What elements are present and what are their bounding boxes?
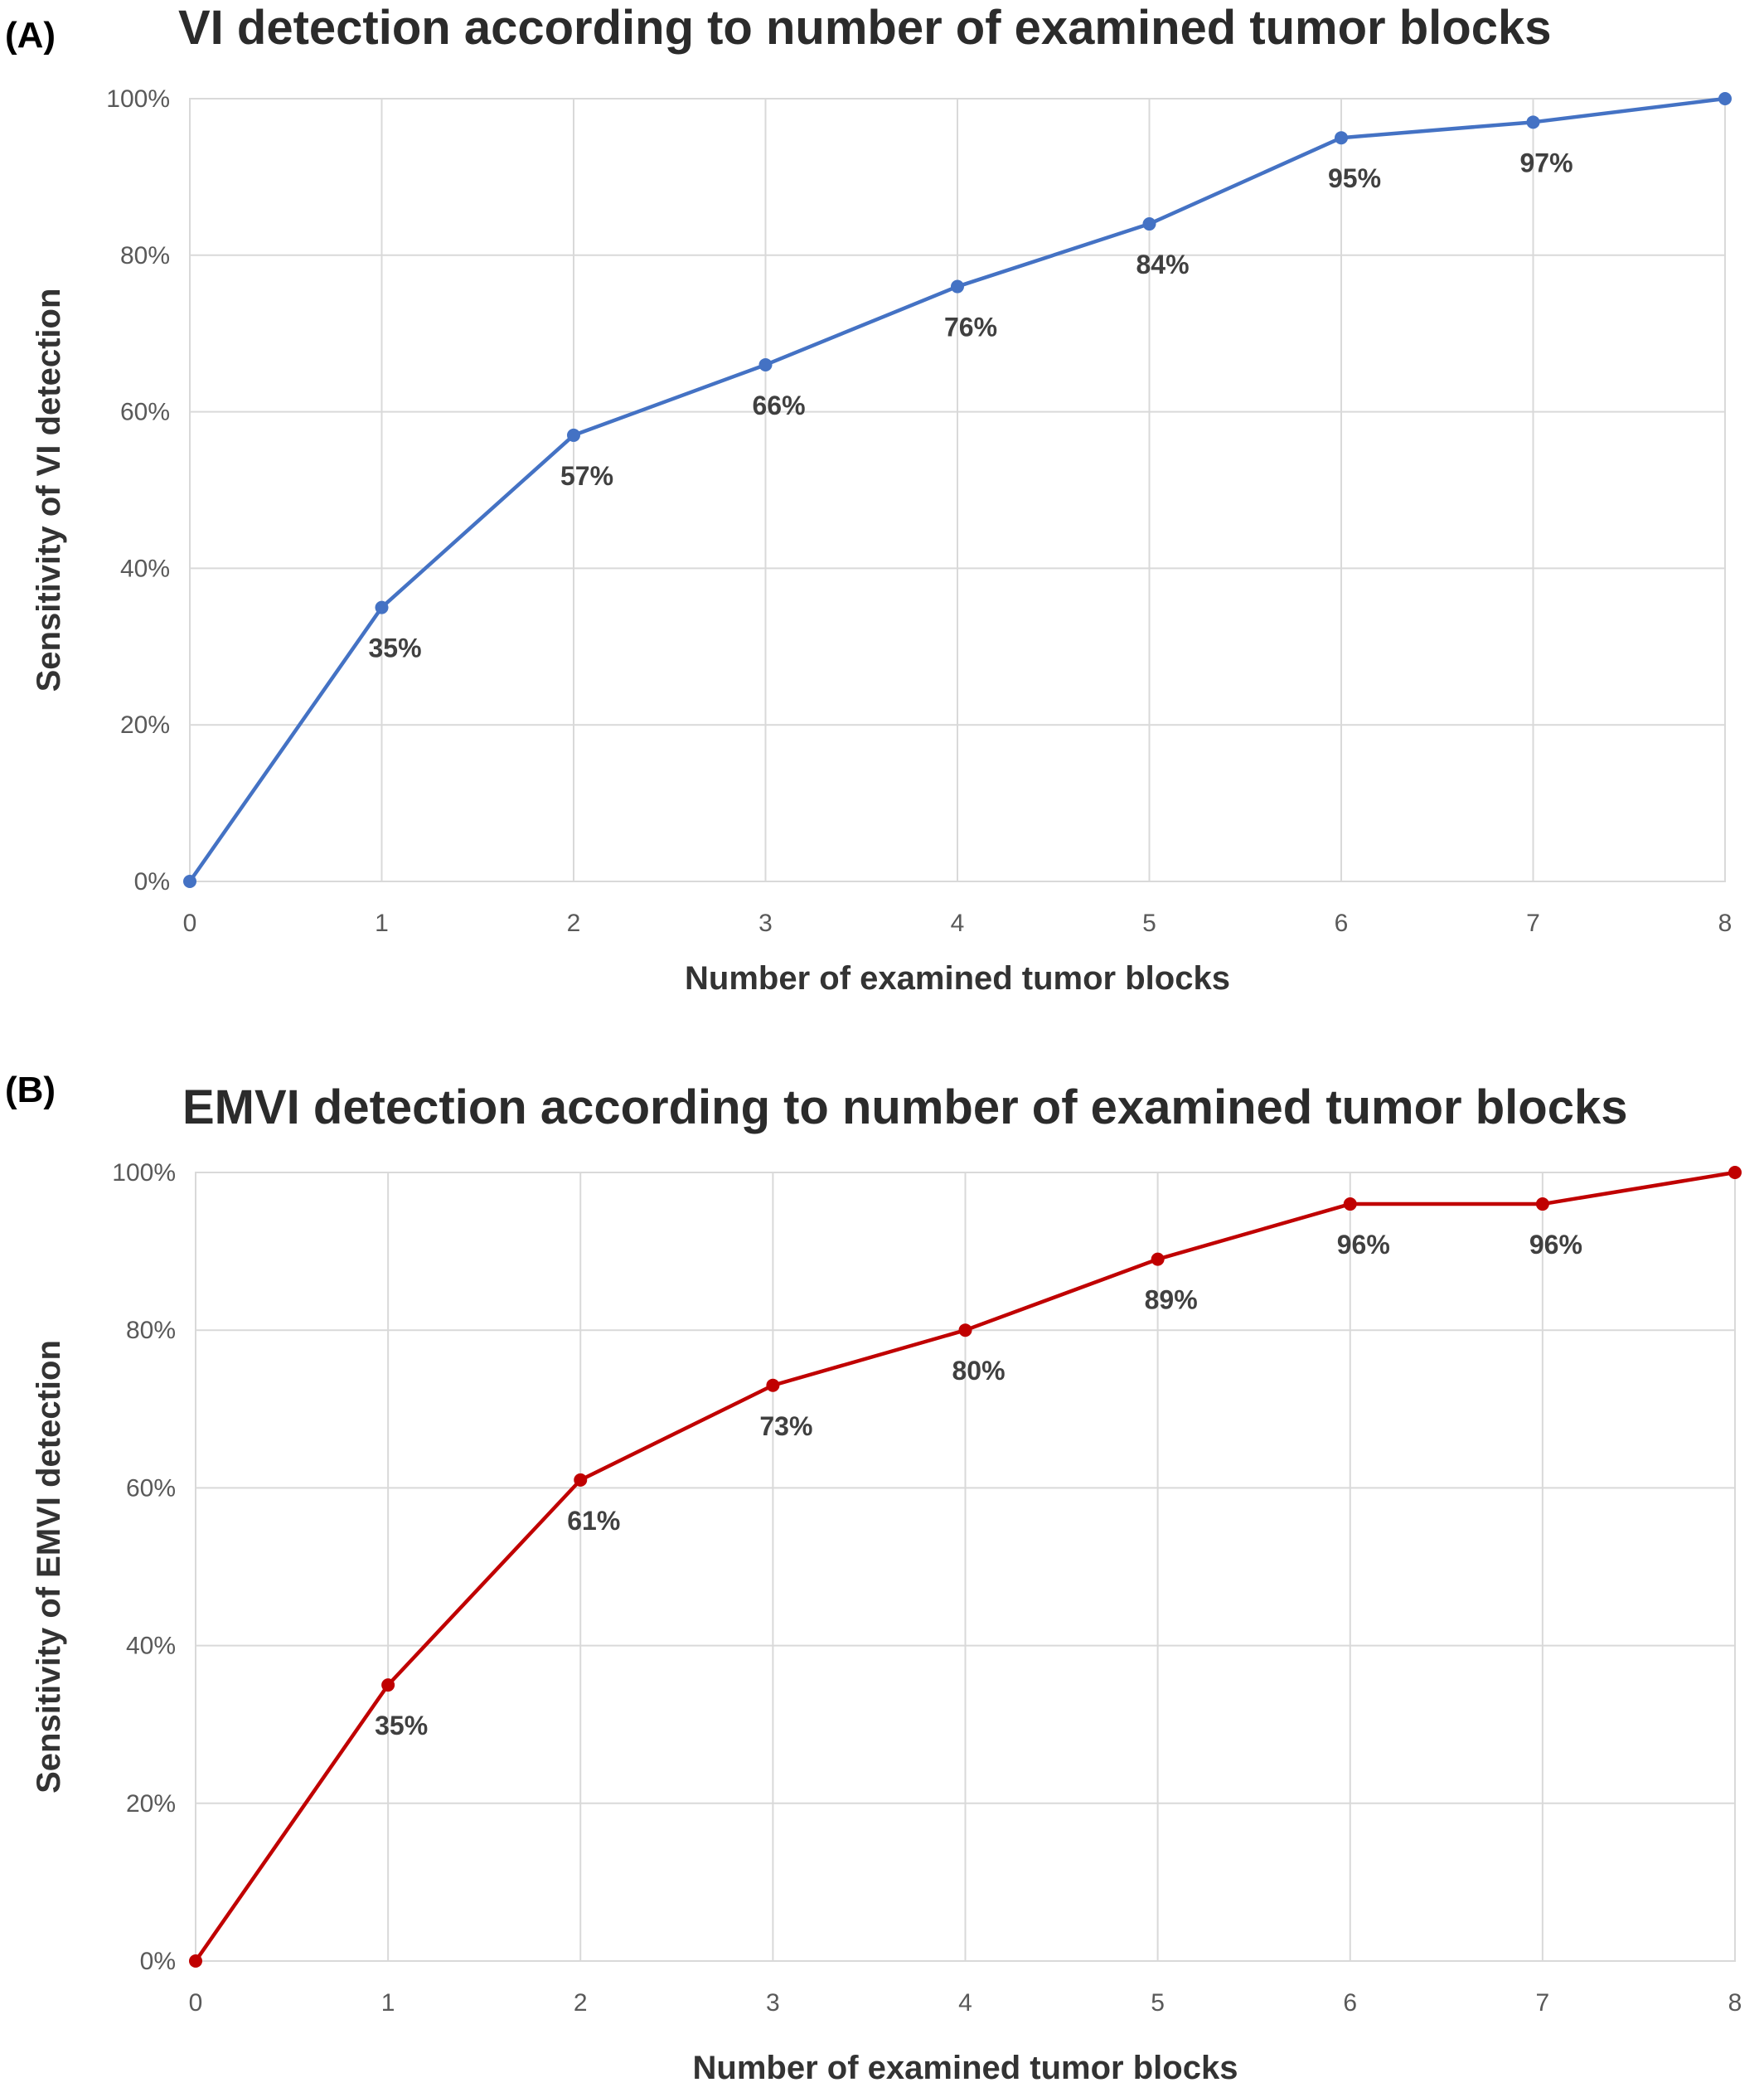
chart-vi-detection: 0% 20% 40% 60% 80% 100% 0 1 2 3 4 5 6 7 8 Number of exa… — [31, 85, 1732, 997]
data-label: 97% — [1519, 148, 1573, 177]
x-tick-label: 4 — [951, 910, 965, 937]
data-point — [1335, 131, 1348, 145]
data-point — [183, 875, 196, 888]
data-label: 57% — [560, 461, 613, 491]
x-tick-label: 0 — [189, 1989, 203, 2017]
data-point — [1718, 92, 1732, 105]
data-point — [375, 600, 389, 614]
x-tick-label: 3 — [766, 1989, 780, 2017]
data-label: 35% — [368, 633, 421, 663]
y-tick-label: 40% — [126, 1633, 176, 1660]
y-tick-label: 80% — [126, 1317, 176, 1344]
data-label: 35% — [375, 1711, 428, 1740]
x-tick-label: 6 — [1343, 1989, 1357, 2017]
y-axis-label: Sensitivity of EMVI detection — [31, 1340, 67, 1794]
y-tick-label: 100% — [106, 85, 170, 113]
x-tick-label: 3 — [758, 910, 773, 937]
data-label: 96% — [1337, 1230, 1390, 1260]
x-tick-label: 7 — [1526, 910, 1540, 937]
chart-emvi-detection: 0% 20% 40% 60% 80% 100% 0 1 2 3 4 5 6 7 8 Number of exa… — [31, 1159, 1742, 2086]
data-label: 61% — [567, 1506, 620, 1536]
y-tick-label: 40% — [120, 555, 170, 582]
data-point — [1535, 1197, 1549, 1211]
y-axis-label: Sensitivity of VI detection — [31, 289, 67, 692]
y-tick-label: 80% — [120, 242, 170, 269]
panel-a: 0% 20% 40% 60% 80% 100% 0 1 2 3 4 5 6 7 8 Number of exa… — [0, 0, 1764, 1046]
data-point — [1343, 1197, 1357, 1211]
x-tick-label: 8 — [1718, 910, 1732, 937]
y-tick-label: 0% — [140, 1948, 176, 1975]
data-point — [574, 1473, 588, 1487]
data-label: 95% — [1328, 163, 1381, 193]
x-tick-label: 5 — [1151, 1989, 1165, 2017]
x-tick-label: 8 — [1728, 1989, 1742, 2017]
data-point — [1728, 1166, 1742, 1179]
x-tick-label: 1 — [375, 910, 389, 937]
data-point — [951, 279, 964, 294]
y-tick-label: 0% — [134, 868, 170, 896]
data-label: 73% — [759, 1411, 812, 1441]
y-tick-label: 60% — [120, 399, 170, 426]
x-tick-label: 1 — [381, 1989, 395, 2017]
data-label: 89% — [1145, 1285, 1198, 1315]
x-axis-label: Number of examined tumor blocks — [685, 960, 1230, 997]
data-point — [766, 1378, 780, 1392]
chart-a-title: VI detection according to number of exam… — [178, 1, 1552, 55]
data-point — [567, 428, 580, 442]
data-point — [1142, 217, 1156, 231]
x-tick-label: 5 — [1142, 910, 1156, 937]
data-point — [758, 357, 773, 371]
x-tick-label: 2 — [574, 1989, 588, 2017]
data-point — [1151, 1252, 1165, 1266]
x-tick-label: 2 — [567, 910, 581, 937]
data-point — [1526, 115, 1540, 129]
x-tick-label: 0 — [183, 910, 197, 937]
y-tick-label: 20% — [126, 1790, 176, 1818]
y-tick-label: 20% — [120, 711, 170, 739]
data-label: 76% — [944, 313, 997, 342]
data-label: 80% — [952, 1356, 1005, 1386]
x-tick-label: 7 — [1536, 1989, 1550, 2017]
data-point — [958, 1323, 972, 1337]
x-tick-label: 6 — [1335, 910, 1349, 937]
x-tick-label: 4 — [958, 1989, 972, 2017]
y-tick-label: 60% — [126, 1474, 176, 1502]
panel-b: 0% 20% 40% 60% 80% 100% 0 1 2 3 4 5 6 7 8 Number of exa… — [0, 1046, 1764, 2097]
data-label: 96% — [1529, 1230, 1582, 1260]
data-point — [189, 1954, 202, 1968]
chart-b-title: EMVI detection according to number of ex… — [182, 1080, 1628, 1134]
panel-b-letter: (B) — [5, 1070, 56, 1110]
y-tick-label: 100% — [112, 1159, 176, 1187]
panel-a-letter: (A) — [5, 15, 56, 56]
data-point — [381, 1678, 395, 1692]
data-label: 84% — [1136, 250, 1189, 279]
x-axis-label: Number of examined tumor blocks — [693, 2050, 1238, 2086]
data-label: 66% — [752, 391, 805, 420]
